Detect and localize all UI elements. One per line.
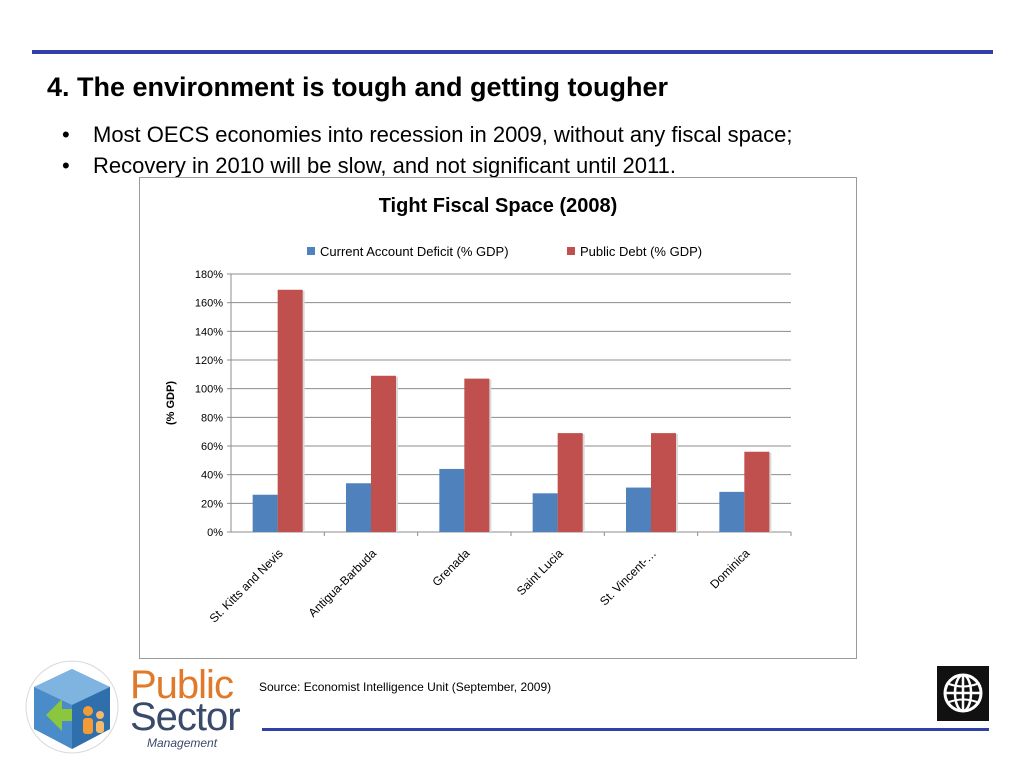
y-tick-label: 140% xyxy=(195,326,223,338)
bar xyxy=(719,491,745,532)
chart-container: Tight Fiscal Space (2008) Current Account… xyxy=(139,177,857,659)
legend-label: Current Account Deficit (% GDP) xyxy=(320,244,509,259)
bar xyxy=(464,378,490,532)
bar xyxy=(744,451,770,532)
bar xyxy=(532,493,558,532)
y-tick-label: 0% xyxy=(207,527,223,539)
bottom-rule xyxy=(262,728,989,731)
bar xyxy=(626,487,651,532)
y-tick-label: 80% xyxy=(201,412,223,424)
y-tick-label: 20% xyxy=(201,498,223,510)
bullet-list: • Most OECS economies into recession in … xyxy=(62,119,792,181)
x-tick-label: St. Vincent-… xyxy=(597,546,659,608)
world-bank-logo xyxy=(937,666,989,721)
bullet-item: • Most OECS economies into recession in … xyxy=(62,119,792,150)
x-tick-label: Grenada xyxy=(430,546,473,589)
bar xyxy=(557,433,583,532)
legend-label: Public Debt (% GDP) xyxy=(580,244,702,259)
bar xyxy=(252,494,278,532)
bar xyxy=(371,375,396,532)
bullet-dot: • xyxy=(62,122,70,147)
x-tick-label: Saint Lucia xyxy=(514,546,566,598)
logo-management-text: Management xyxy=(147,736,218,750)
chart-title: Tight Fiscal Space (2008) xyxy=(379,195,618,217)
slide-title: 4. The environment is tough and getting … xyxy=(47,72,668,102)
x-tick-label: Antigua-Barbuda xyxy=(306,546,380,620)
logo-public-text: Public xyxy=(130,663,234,707)
bullet-text: Most OECS economies into recession in 20… xyxy=(93,122,793,147)
public-sector-management-logo: Public Sector Management xyxy=(14,657,244,757)
y-tick-label: 100% xyxy=(195,384,223,396)
bar xyxy=(346,483,371,532)
logo-sector-text: Sector xyxy=(130,695,241,739)
bar-chart: Tight Fiscal Space (2008) Current Account… xyxy=(165,195,792,625)
y-tick-label: 40% xyxy=(201,470,223,482)
y-tick-label: 60% xyxy=(201,441,223,453)
bullet-item: • Recovery in 2010 will be slow, and not… xyxy=(62,150,792,181)
cube-people-icon xyxy=(25,660,119,754)
bullet-text: Recovery in 2010 will be slow, and not s… xyxy=(93,153,676,178)
top-rule xyxy=(32,50,993,54)
y-tick-label: 180% xyxy=(195,269,223,281)
world-bank-globe-icon xyxy=(943,673,983,713)
legend-swatch xyxy=(567,247,575,255)
bar xyxy=(439,468,465,532)
legend-swatch xyxy=(307,247,315,255)
source-note: Source: Economist Intelligence Unit (Sep… xyxy=(259,680,552,694)
y-axis-label: (% GDP) xyxy=(165,381,177,425)
x-tick-label: St. Kitts and Nevis xyxy=(207,546,286,625)
bullet-dot: • xyxy=(62,153,70,178)
x-tick-label: Dominica xyxy=(707,546,752,591)
bar xyxy=(651,433,676,532)
bar xyxy=(277,289,303,532)
y-tick-label: 160% xyxy=(195,298,223,310)
y-tick-label: 120% xyxy=(195,355,223,367)
